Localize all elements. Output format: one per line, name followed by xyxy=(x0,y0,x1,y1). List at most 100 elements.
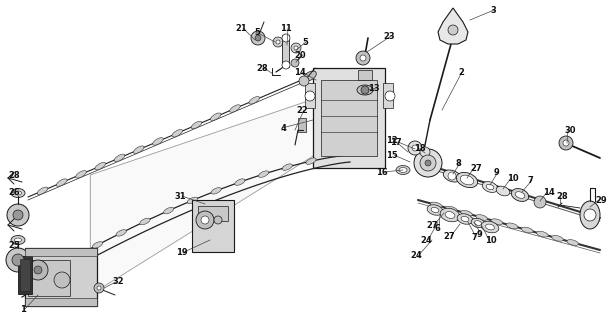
Bar xyxy=(298,118,306,132)
Ellipse shape xyxy=(152,138,163,145)
Ellipse shape xyxy=(191,121,202,129)
Circle shape xyxy=(94,283,104,293)
Ellipse shape xyxy=(511,188,529,201)
Ellipse shape xyxy=(282,164,293,170)
Circle shape xyxy=(559,136,573,150)
Ellipse shape xyxy=(258,171,269,177)
Circle shape xyxy=(273,37,283,47)
Ellipse shape xyxy=(461,216,469,222)
Ellipse shape xyxy=(461,211,472,216)
Ellipse shape xyxy=(230,105,241,112)
Bar xyxy=(25,248,97,306)
Circle shape xyxy=(13,210,23,220)
Circle shape xyxy=(276,40,280,44)
Ellipse shape xyxy=(430,202,442,208)
Ellipse shape xyxy=(471,218,485,228)
Ellipse shape xyxy=(11,236,25,244)
Circle shape xyxy=(282,61,290,69)
Text: 32: 32 xyxy=(112,277,124,286)
Bar xyxy=(358,70,372,80)
Text: 27: 27 xyxy=(470,164,482,172)
Circle shape xyxy=(420,147,430,157)
Text: 11: 11 xyxy=(280,23,292,33)
Ellipse shape xyxy=(15,238,21,242)
Bar xyxy=(192,200,234,252)
Ellipse shape xyxy=(567,240,578,245)
Circle shape xyxy=(294,46,298,50)
Circle shape xyxy=(214,216,222,224)
Circle shape xyxy=(408,141,422,155)
Ellipse shape xyxy=(37,187,48,195)
Circle shape xyxy=(201,216,209,224)
Bar xyxy=(305,83,315,108)
Ellipse shape xyxy=(116,230,126,236)
Text: 20: 20 xyxy=(294,51,306,60)
Ellipse shape xyxy=(95,162,105,170)
Ellipse shape xyxy=(211,113,221,121)
Ellipse shape xyxy=(580,201,600,229)
Text: 3: 3 xyxy=(490,5,496,14)
Circle shape xyxy=(534,196,546,208)
Ellipse shape xyxy=(485,224,494,230)
Ellipse shape xyxy=(482,181,498,192)
Text: 8: 8 xyxy=(456,158,461,167)
Text: 18: 18 xyxy=(414,143,425,153)
Ellipse shape xyxy=(440,208,460,222)
Ellipse shape xyxy=(357,85,373,95)
Text: 28: 28 xyxy=(8,171,20,180)
Text: 9: 9 xyxy=(477,229,483,238)
Ellipse shape xyxy=(427,205,443,215)
Circle shape xyxy=(291,59,299,67)
Ellipse shape xyxy=(396,165,410,174)
Bar xyxy=(18,256,32,294)
Text: 14: 14 xyxy=(543,188,554,196)
Ellipse shape xyxy=(486,184,494,190)
Circle shape xyxy=(282,34,290,42)
Ellipse shape xyxy=(187,197,198,204)
Ellipse shape xyxy=(460,175,474,185)
Circle shape xyxy=(420,155,436,171)
Circle shape xyxy=(563,140,569,146)
Circle shape xyxy=(291,43,301,53)
Circle shape xyxy=(425,160,431,166)
Ellipse shape xyxy=(443,170,461,182)
Text: 27: 27 xyxy=(427,220,438,229)
Circle shape xyxy=(361,86,369,94)
Text: 24: 24 xyxy=(410,252,422,260)
Bar xyxy=(282,35,289,67)
Circle shape xyxy=(7,204,29,226)
Circle shape xyxy=(196,211,214,229)
Circle shape xyxy=(299,76,309,86)
Ellipse shape xyxy=(457,172,477,188)
Text: 9: 9 xyxy=(494,167,500,177)
Text: 17: 17 xyxy=(390,138,402,147)
Ellipse shape xyxy=(431,207,439,212)
Bar xyxy=(28,260,70,296)
Circle shape xyxy=(6,248,30,272)
Text: 19: 19 xyxy=(176,247,188,257)
Text: 7: 7 xyxy=(472,233,478,242)
Ellipse shape xyxy=(481,221,499,233)
Ellipse shape xyxy=(399,167,407,172)
Circle shape xyxy=(255,35,261,41)
Ellipse shape xyxy=(304,71,316,81)
Ellipse shape xyxy=(496,186,510,196)
Text: 31: 31 xyxy=(174,191,186,201)
Circle shape xyxy=(360,55,366,61)
Text: 13: 13 xyxy=(368,84,380,92)
Bar xyxy=(383,83,393,108)
Ellipse shape xyxy=(76,171,86,178)
Text: 28: 28 xyxy=(556,191,567,201)
Ellipse shape xyxy=(446,206,457,212)
Text: 26: 26 xyxy=(8,188,20,196)
Text: 22: 22 xyxy=(296,106,308,115)
Ellipse shape xyxy=(92,242,103,248)
Text: 27: 27 xyxy=(443,231,455,241)
Ellipse shape xyxy=(506,223,518,229)
Circle shape xyxy=(97,286,101,290)
Ellipse shape xyxy=(249,97,259,104)
Text: 7: 7 xyxy=(528,175,534,185)
Circle shape xyxy=(28,260,48,280)
Ellipse shape xyxy=(537,231,548,237)
Ellipse shape xyxy=(476,215,488,220)
